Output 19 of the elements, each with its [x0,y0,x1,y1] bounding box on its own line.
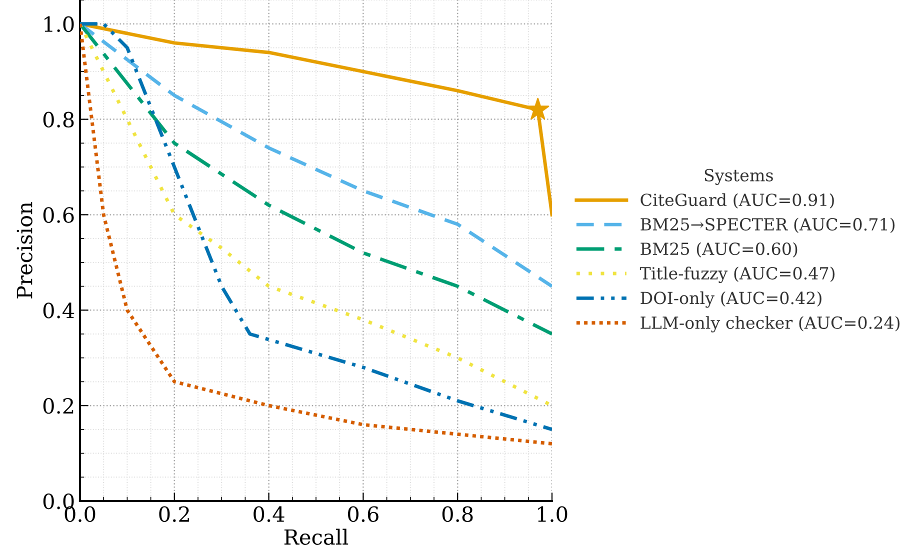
legend-label: Title-fuzzy (AUC=0.47) [640,266,835,284]
x-axis-title: Recall [284,528,348,545]
legend-label: LLM-only checker (AUC=0.24) [640,316,900,332]
x-tick-label: 0.8 [442,506,473,522]
y-tick-label: 1.0 [44,16,74,32]
y-axis-title: Precision [16,202,32,298]
y-tick-label: 0.6 [43,207,74,223]
y-tick-label: 0.4 [43,302,74,318]
x-tick-label: 0.6 [348,506,378,522]
y-tick-label: 0.2 [43,398,74,414]
x-tick-label: 1.0 [538,506,568,522]
legend-label: DOI-only (AUC=0.42) [640,291,822,308]
legend-label: BM25→SPECTER (AUC=0.71) [640,218,895,233]
legend-label: CiteGuard (AUC=0.91) [640,193,834,209]
y-tick-label: 0.8 [43,112,74,128]
legend-label: BM25 (AUC=0.60) [640,242,798,258]
x-tick-label: 0.2 [159,506,189,522]
legend-title: Systems [704,168,773,185]
x-tick-label: 0.4 [254,506,284,522]
